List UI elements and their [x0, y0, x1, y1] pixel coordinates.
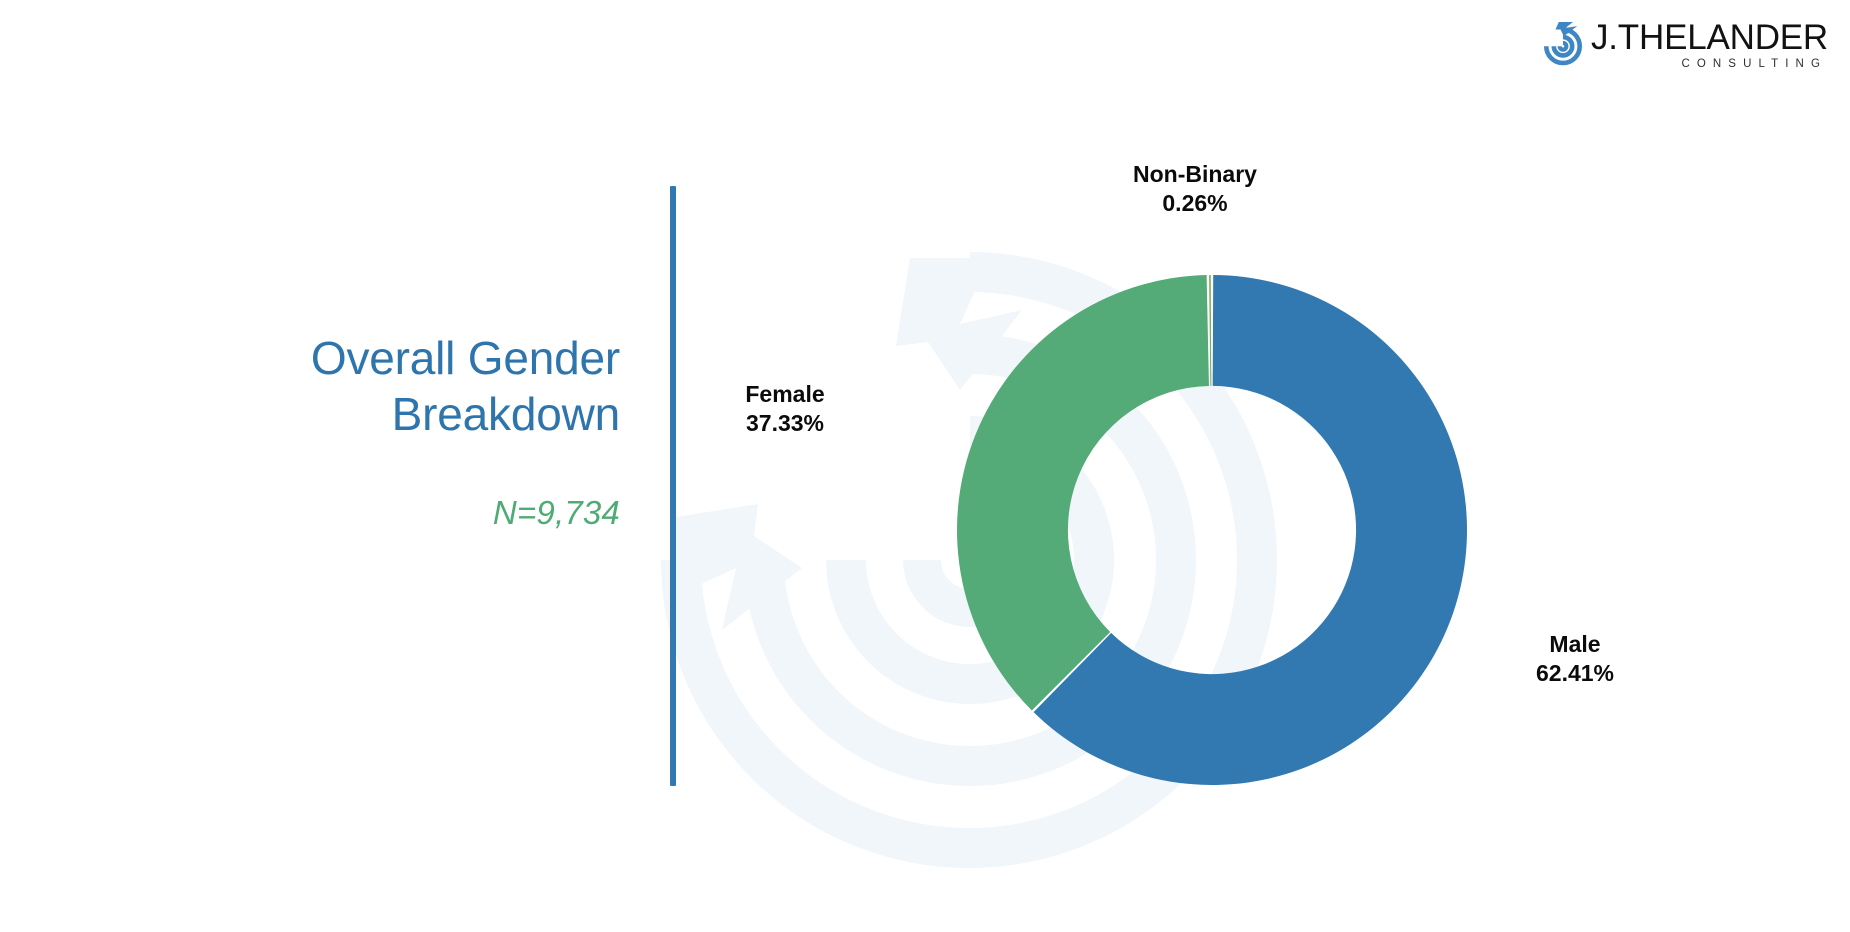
callout-male-category: Male: [1549, 631, 1601, 657]
donut-slice-group: [957, 275, 1467, 785]
callout-male: Male 62.41%: [1450, 630, 1700, 689]
callout-male-percent: 62.41%: [1535, 660, 1614, 687]
logo-tagline: CONSULTING: [1681, 58, 1827, 70]
callout-non-binary-category: Non-Binary: [1133, 161, 1257, 187]
callout-non-binary: Non-Binary 0.26%: [1070, 160, 1320, 219]
thelander-spiral-icon: [1543, 22, 1583, 66]
callout-female: Female 37.33%: [660, 380, 910, 439]
page-title: Overall Gender Breakdown: [150, 330, 620, 442]
donut-slice-male: [1033, 275, 1467, 785]
donut-slice-female: [957, 275, 1209, 711]
sample-size-label: N=9,734: [492, 494, 620, 532]
callout-female-category: Female: [745, 381, 825, 407]
donut-slice-non-binary: [1209, 275, 1212, 386]
page-title-line-2: Breakdown: [391, 388, 621, 441]
callout-non-binary-percent: 0.26%: [1162, 190, 1228, 217]
vertical-divider: [670, 186, 676, 786]
donut-chart: [940, 225, 1500, 845]
donut-chart-svg: [957, 275, 1467, 785]
title-block: Overall Gender Breakdown N=9,734: [150, 330, 620, 532]
company-logo: J.THELANDER CONSULTING: [1542, 20, 1828, 71]
page-title-line-1: Overall Gender: [310, 332, 620, 384]
callout-female-percent: 37.33%: [745, 410, 824, 437]
logo-wordmark: J.THELANDER: [1590, 18, 1828, 57]
